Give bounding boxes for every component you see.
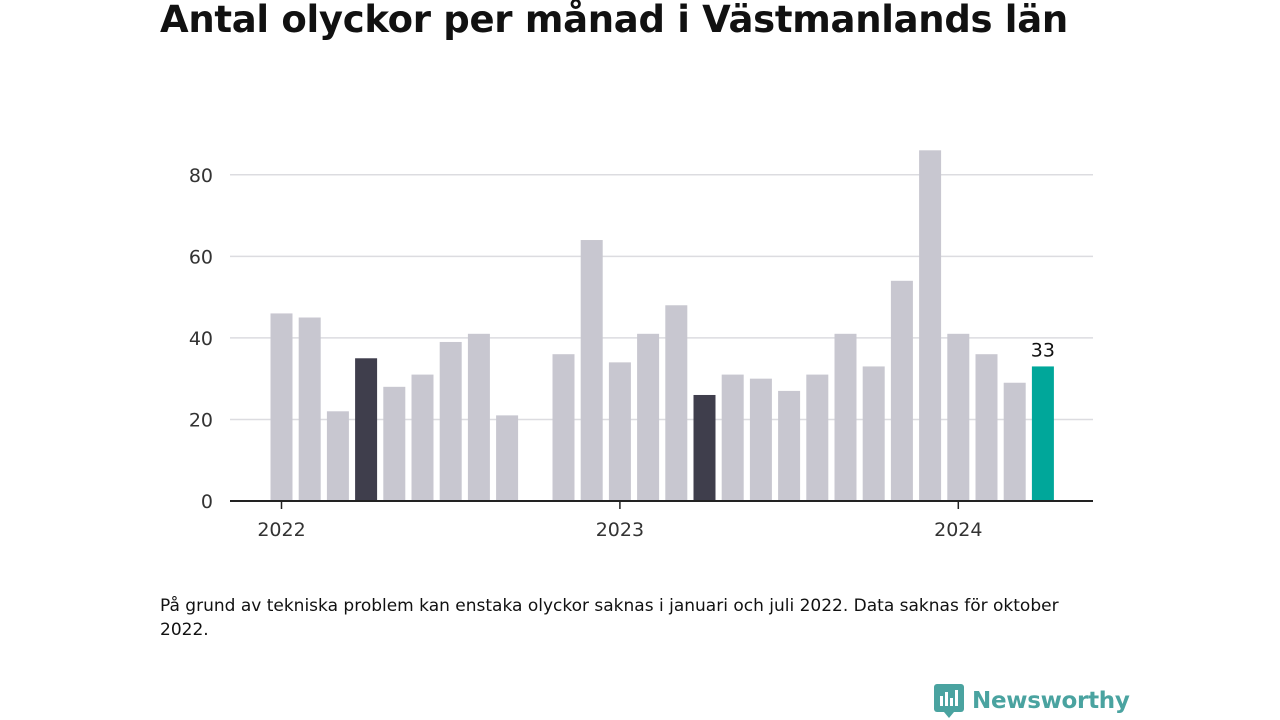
- data-labels: 33: [1031, 339, 1055, 361]
- newsworthy-logo-icon: [934, 684, 964, 718]
- y-tick-label: 80: [189, 165, 213, 187]
- bar-2023-07: [778, 390, 801, 501]
- bar-2023-10: [862, 366, 885, 501]
- y-tick-label: 60: [189, 246, 213, 268]
- bar-2022-03: [326, 411, 349, 501]
- y-tick-label: 0: [201, 491, 213, 513]
- footnote: På grund av tekniska problem kan enstaka…: [160, 596, 1059, 640]
- brand-logo[interactable]: Newsworthy: [934, 684, 1130, 718]
- bar-2022-04: [355, 358, 378, 501]
- bar-2023-03: [665, 305, 688, 501]
- data-label: 33: [1031, 339, 1055, 361]
- bar-2022-01: [270, 313, 293, 501]
- bar-2022-02: [298, 317, 321, 501]
- bar-2023-08: [806, 374, 829, 501]
- y-tick-label: 40: [189, 328, 213, 350]
- x-axis-ticks: 2022 2023 2024: [257, 501, 982, 541]
- bar-2023-11: [890, 280, 913, 501]
- bar-2022-07: [439, 341, 462, 501]
- brand-name: Newsworthy: [972, 688, 1130, 714]
- y-axis-ticks: 0 20 40 60 80: [189, 165, 213, 513]
- chart-title: Antal olyckor per månad i Västmanlands l…: [160, 0, 1068, 41]
- bar-2024-01: [947, 333, 970, 501]
- bar-2022-06: [411, 374, 434, 501]
- bar-2022-09: [496, 415, 519, 501]
- y-tick-label: 20: [189, 409, 213, 431]
- bar-2023-06: [749, 378, 772, 501]
- bar-chart: 0 20 40 60 80 2022 2023 2024 33: [189, 150, 1093, 541]
- bar-2022-05: [383, 386, 406, 501]
- bar-2023-01: [608, 362, 631, 501]
- x-tick-label: 2024: [934, 519, 982, 541]
- x-tick-label: 2023: [596, 519, 644, 541]
- x-tick-label: 2022: [257, 519, 305, 541]
- bar-2023-02: [637, 333, 660, 501]
- bar-2024-02: [975, 354, 998, 501]
- bar-2024-03: [1003, 382, 1026, 501]
- bar-2022-12: [580, 240, 603, 501]
- bar-2023-12: [919, 150, 942, 502]
- bar-2022-11: [552, 354, 575, 501]
- bar-2024-04: [1031, 366, 1054, 501]
- bar-2023-09: [834, 333, 857, 501]
- bar-2022-08: [467, 333, 490, 501]
- bars: [270, 150, 1054, 502]
- bar-2023-04: [693, 394, 716, 501]
- bar-2023-05: [721, 374, 744, 501]
